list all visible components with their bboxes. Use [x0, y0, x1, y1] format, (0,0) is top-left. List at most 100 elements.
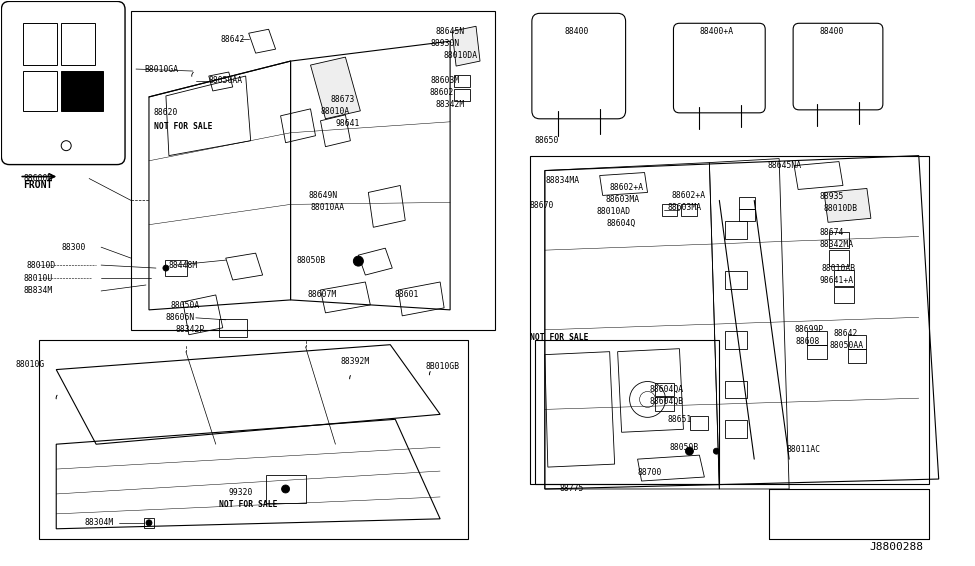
Text: 88604QA: 88604QA	[649, 385, 683, 394]
Bar	[61, 23, 96, 65]
Bar	[23, 71, 58, 111]
Bar	[807, 331, 827, 345]
Bar	[834, 270, 854, 286]
Text: 88010DB: 88010DB	[823, 204, 857, 213]
Bar	[218, 319, 247, 337]
Bar	[725, 271, 747, 289]
Text: 98641+A: 98641+A	[819, 276, 853, 285]
Bar	[725, 221, 747, 239]
Text: 88300: 88300	[61, 243, 86, 252]
Text: 8B010GB: 8B010GB	[425, 362, 459, 371]
Text: 88673: 88673	[331, 96, 355, 104]
Text: 88650: 88650	[535, 136, 560, 145]
Text: 88392M: 88392M	[340, 357, 370, 366]
Text: 88834MA: 88834MA	[546, 176, 580, 185]
Polygon shape	[310, 57, 361, 119]
Text: 88700: 88700	[638, 468, 662, 477]
Bar	[829, 232, 849, 248]
Text: 88603MA: 88603MA	[668, 203, 702, 212]
Text: 88602+A: 88602+A	[609, 183, 644, 192]
Text: 88602+A: 88602+A	[672, 191, 706, 200]
Text: 88601: 88601	[394, 290, 418, 299]
Bar	[165, 260, 187, 276]
Text: 88010D: 88010D	[26, 260, 56, 269]
Bar	[265, 475, 305, 503]
Bar	[848, 349, 866, 363]
Text: 88620: 88620	[154, 108, 178, 117]
Text: 88448M: 88448M	[169, 260, 198, 269]
Text: 8B834M: 8B834M	[23, 286, 53, 295]
Text: 88930N: 88930N	[430, 38, 459, 48]
Bar	[529, 156, 929, 484]
FancyBboxPatch shape	[674, 23, 765, 113]
Text: 88050AA: 88050AA	[209, 76, 243, 85]
Circle shape	[640, 392, 655, 408]
Circle shape	[282, 485, 290, 493]
Text: 88935: 88935	[819, 192, 843, 201]
Bar	[23, 23, 58, 65]
Bar	[661, 204, 678, 216]
FancyBboxPatch shape	[532, 14, 626, 119]
Bar	[654, 383, 675, 396]
Text: 88642: 88642	[833, 329, 857, 338]
Text: 88342P: 88342P	[176, 325, 205, 335]
Circle shape	[714, 448, 720, 454]
Text: 88050B: 88050B	[296, 256, 326, 265]
Bar	[690, 417, 709, 430]
Bar	[535, 340, 720, 484]
Polygon shape	[452, 26, 480, 66]
Text: 88651: 88651	[668, 415, 692, 424]
Bar	[39, 340, 468, 539]
Text: 88642: 88642	[220, 35, 245, 44]
FancyBboxPatch shape	[793, 23, 883, 110]
Bar	[807, 345, 827, 359]
Circle shape	[163, 265, 169, 271]
Text: 88606N: 88606N	[166, 314, 195, 322]
Bar	[454, 89, 470, 101]
Text: 88304M: 88304M	[84, 518, 113, 528]
Bar	[654, 397, 675, 411]
Circle shape	[146, 520, 152, 526]
Text: 88050AA: 88050AA	[829, 341, 863, 350]
Circle shape	[61, 141, 71, 151]
Circle shape	[630, 381, 666, 417]
Circle shape	[353, 256, 364, 266]
Circle shape	[685, 447, 693, 455]
Text: 88600M: 88600M	[23, 174, 53, 183]
Text: NOT FOR SALE: NOT FOR SALE	[529, 333, 588, 342]
Text: 88604QB: 88604QB	[649, 397, 683, 406]
Text: NOT FOR SALE: NOT FOR SALE	[218, 500, 277, 509]
Bar	[848, 335, 866, 349]
Text: 88699P: 88699P	[794, 325, 823, 335]
Text: 88607M: 88607M	[307, 290, 336, 299]
Text: 88011AC: 88011AC	[786, 445, 820, 454]
Text: 88050B: 88050B	[670, 443, 699, 452]
Text: 88400: 88400	[565, 27, 589, 36]
Text: 88010AA: 88010AA	[310, 203, 344, 212]
Bar	[454, 75, 470, 87]
Text: NOT FOR SALE: NOT FOR SALE	[154, 122, 213, 131]
Bar	[725, 331, 747, 349]
Text: 88608: 88608	[796, 337, 820, 346]
Text: 88604Q: 88604Q	[606, 219, 636, 228]
Text: B8010GA: B8010GA	[144, 65, 178, 74]
Text: 88674: 88674	[819, 228, 843, 237]
Text: 88400: 88400	[819, 27, 843, 36]
Text: 88342M: 88342M	[435, 100, 464, 109]
Bar	[725, 380, 747, 398]
Text: 88645N: 88645N	[435, 27, 464, 36]
Bar	[61, 71, 103, 111]
Text: 88010U: 88010U	[23, 273, 53, 282]
Bar	[829, 250, 849, 266]
Text: 88400+A: 88400+A	[699, 27, 733, 36]
Text: 88645NA: 88645NA	[767, 161, 801, 170]
Text: 88010G: 88010G	[16, 360, 45, 369]
Text: 88010DA: 88010DA	[443, 50, 477, 59]
Bar	[725, 421, 747, 438]
Bar	[131, 11, 495, 330]
Text: 88010AD: 88010AD	[597, 207, 631, 216]
Text: 88670: 88670	[529, 201, 554, 210]
Text: J8800288: J8800288	[869, 542, 923, 552]
Text: 99320: 99320	[229, 488, 254, 498]
Bar	[739, 209, 756, 221]
